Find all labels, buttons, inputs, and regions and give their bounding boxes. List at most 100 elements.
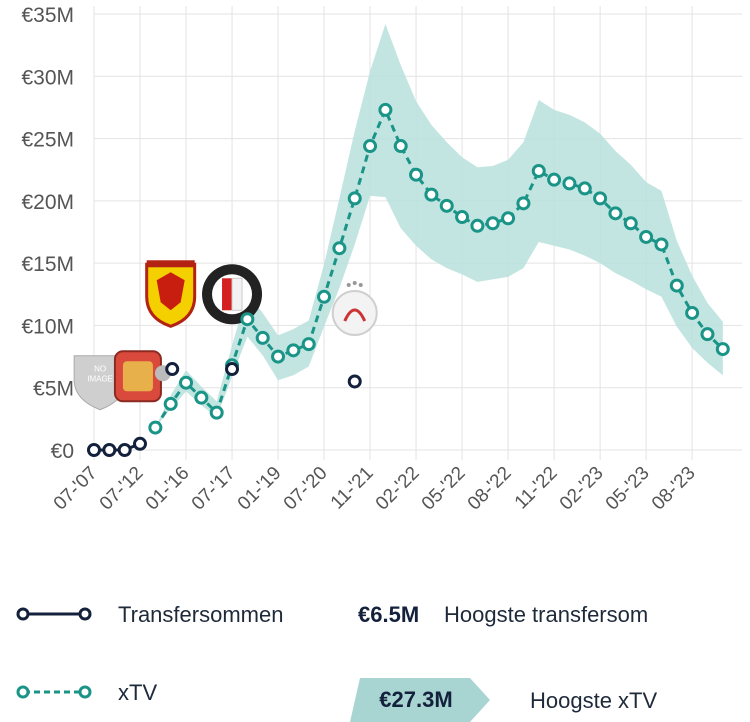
x-tick-label: 07-'07	[50, 463, 102, 515]
y-tick-label: €5M	[33, 378, 74, 401]
transfer-point	[165, 362, 180, 377]
no-image-text: NO	[94, 365, 106, 374]
no-image-text: IMAGE	[87, 375, 113, 384]
feyenoord-red-stripe	[222, 278, 233, 311]
y-axis: €35M €30M €25M €20M €15M €10M €5M €0	[21, 4, 74, 463]
xtv-point	[332, 241, 347, 256]
x-tick-label: 02-'23	[556, 463, 608, 515]
xtv-point	[424, 187, 439, 202]
transfer-point	[102, 443, 117, 457]
xtv-point	[470, 218, 485, 233]
y-tick-label: €25M	[21, 129, 74, 152]
max-transfer-value: €6.5M	[358, 602, 420, 627]
ajax-badge	[331, 289, 378, 336]
xtv-point	[531, 163, 546, 178]
x-axis: 07-'0707-'1201-'1607-'1701-'1907-'2011-'…	[50, 463, 700, 515]
xtv-point	[271, 349, 286, 364]
watford-banner	[146, 260, 195, 268]
xtv-point	[301, 337, 316, 352]
xtv-point	[317, 289, 332, 304]
xtv-point	[715, 342, 730, 357]
max-xtv-desc: Hoogste xTV	[530, 688, 658, 713]
club-logo-local-club	[113, 350, 171, 403]
legend-xtv-label: xTV	[118, 680, 158, 705]
xtv-point	[516, 196, 531, 211]
xtv-point	[286, 343, 301, 358]
legend-row-transfers: Transfersommen €6.5M Hoogste transfersom	[0, 590, 750, 640]
xtv-point	[455, 210, 470, 225]
xtv-point	[577, 181, 592, 196]
xtv-point	[485, 216, 500, 231]
xtv-point	[179, 375, 194, 390]
club-logo-feyenoord	[202, 264, 263, 325]
x-tick-label: 07-'17	[188, 463, 240, 515]
xtv-point	[255, 330, 270, 345]
transfer-point	[117, 443, 132, 457]
xtv-point	[593, 191, 608, 206]
club-logo-ajax	[331, 280, 378, 336]
y-tick-label: €0	[51, 440, 74, 463]
x-tick-label: 05-'22	[418, 463, 470, 515]
x-tick-label: 08-'22	[464, 463, 516, 515]
x-tick-label: 01-'16	[142, 463, 194, 515]
y-tick-label: €30M	[21, 66, 74, 89]
xtv-point	[378, 102, 393, 117]
xtv-point	[163, 396, 178, 411]
xtv-point	[700, 327, 715, 342]
transfer-point	[133, 436, 148, 451]
x-tick-label: 02-'22	[372, 463, 424, 515]
x-tick-label: 05-'23	[602, 463, 654, 515]
local-club-emblem	[122, 361, 153, 392]
x-tick-label: 07-'12	[96, 463, 148, 515]
transfers-line	[94, 442, 141, 452]
xtv-confidence-band	[155, 23, 723, 428]
ajax-star	[346, 282, 351, 287]
x-tick-label: 11-'22	[511, 463, 562, 514]
xtv-point	[347, 191, 362, 206]
transfer-point	[347, 374, 362, 389]
y-tick-label: €10M	[21, 315, 74, 338]
xtv-point	[623, 216, 638, 231]
xtv-point	[608, 206, 623, 221]
xtv-point	[562, 176, 577, 191]
xtv-point	[547, 172, 562, 187]
ajax-star	[358, 282, 363, 287]
xtv-point	[194, 390, 209, 405]
xtv-point	[240, 312, 255, 327]
xtv-point	[363, 139, 378, 154]
max-xtv-value: €27.3M	[379, 687, 453, 712]
xtv-point	[393, 139, 408, 154]
y-tick-label: €20M	[21, 191, 74, 214]
legend-row-xtv: xTV €27.3M Hoogste xTV	[0, 668, 750, 722]
xtv-point	[209, 405, 224, 420]
x-tick-label: 08-'23	[648, 463, 700, 515]
ajax-profile	[343, 308, 367, 322]
xtv-point	[654, 237, 669, 252]
series-points	[87, 102, 730, 457]
y-tick-label: €35M	[21, 4, 74, 27]
watford-emblem	[156, 272, 185, 311]
xtv-point	[669, 278, 684, 293]
legend-transfers-symbol	[16, 607, 92, 621]
x-tick-label: 07-'20	[280, 463, 332, 515]
xtv-point	[148, 420, 163, 435]
x-tick-label: 01-'19	[234, 463, 286, 515]
max-transfer-desc: Hoogste transfersom	[444, 602, 649, 627]
xtv-point	[501, 211, 516, 226]
club-logo-watford	[145, 260, 197, 328]
ajax-star	[352, 280, 357, 285]
y-tick-label: €15M	[21, 253, 74, 276]
xtv-point	[639, 229, 654, 244]
xtv-point	[685, 305, 700, 320]
feyenoord-white-stripe	[231, 277, 243, 311]
xtv-band-group	[155, 23, 723, 428]
transfer-point	[225, 362, 240, 377]
legend-xtv-symbol	[16, 685, 92, 699]
legend-transfers-label: Transfersommen	[118, 602, 284, 627]
xtv-point	[439, 198, 454, 213]
x-tick-label: 11-'21	[327, 463, 378, 514]
xtv-point	[409, 167, 424, 182]
max-xtv-pill	[350, 678, 490, 722]
